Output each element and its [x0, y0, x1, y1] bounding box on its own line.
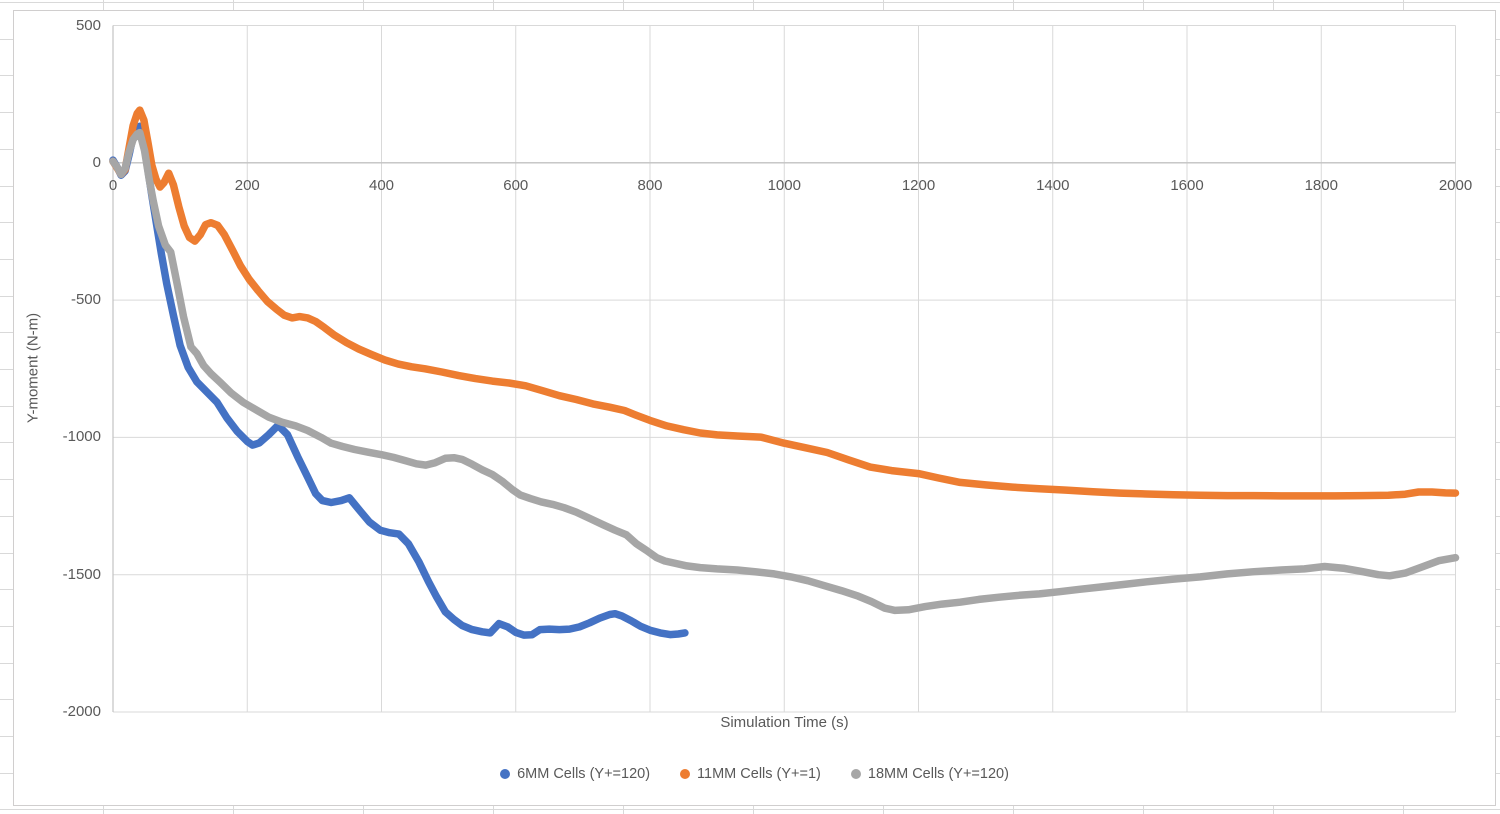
legend-item-label: 6MM Cells (Y+=120) — [517, 766, 651, 782]
legend-item-18mm[interactable]: 18MM Cells (Y+=120) — [850, 766, 1009, 782]
x-tick-label: 1600 — [1170, 177, 1204, 194]
y-tick-label: -1000 — [62, 428, 101, 446]
x-tick-label: 400 — [368, 177, 395, 194]
x-axis-title[interactable]: Simulation Time (s) — [720, 714, 849, 731]
data-series-group — [109, 106, 1460, 639]
x-tick-label: 1800 — [1304, 177, 1338, 194]
x-tick-label: 1000 — [767, 177, 801, 194]
legend-marker-icon — [850, 769, 861, 779]
y-tick-label: 500 — [75, 16, 101, 34]
y-axis-title[interactable]: Y-moment (N-m) — [24, 312, 42, 424]
x-tick-label: 1200 — [901, 177, 936, 194]
legend-item-label: 11MM Cells (Y+=1) — [697, 766, 821, 782]
x-tick-label: 2000 — [1438, 177, 1473, 194]
x-tick-label: 200 — [234, 177, 260, 194]
y-tick-label: -500 — [70, 291, 101, 309]
series-18mm-line[interactable] — [109, 128, 1460, 615]
x-tick-label: 600 — [503, 177, 529, 194]
legend-item-11mm[interactable]: 11MM Cells (Y+=1) — [680, 766, 821, 782]
chart-area-background[interactable] — [13, 10, 1496, 806]
chart-legend[interactable]: 6MM Cells (Y+=120) 11MM Cells (Y+=1) 18MM … — [13, 762, 1496, 786]
y-tick-label: 0 — [92, 153, 101, 171]
series-11mm-line[interactable] — [109, 106, 1460, 500]
legend-marker-icon — [680, 769, 691, 779]
series-6mm-line[interactable] — [109, 122, 689, 639]
legend-item-6mm[interactable]: 6MM Cells (Y+=120) — [500, 766, 650, 782]
legend-item-label: 18MM Cells (Y+=120) — [867, 766, 1009, 782]
x-tick-label: 1400 — [1036, 177, 1070, 194]
axis-lines — [112, 25, 1456, 712]
x-tick-label: 800 — [637, 177, 663, 194]
legend-marker-icon — [500, 769, 511, 779]
y-tick-label: -1500 — [62, 565, 101, 583]
y-tick-label: -2000 — [62, 703, 101, 720]
x-tick-label: 0 — [108, 177, 118, 194]
